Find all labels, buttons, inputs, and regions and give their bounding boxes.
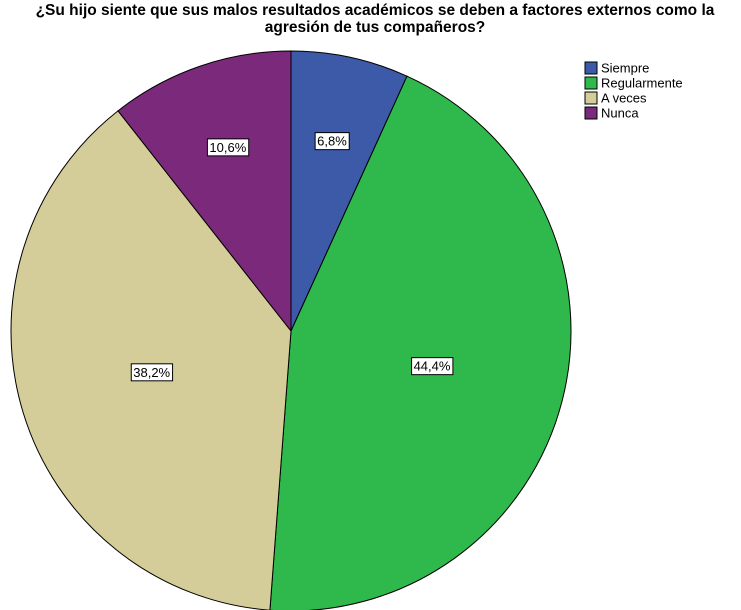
data-label-box: [130, 363, 174, 382]
data-label-box: [206, 138, 250, 157]
legend-swatch: [584, 91, 598, 105]
data-label-box: [314, 132, 350, 151]
pie-slice: [10, 110, 292, 610]
legend-label: Nunca: [601, 105, 639, 120]
legend-label: Regularmente: [601, 75, 683, 90]
pie-slice: [269, 75, 572, 610]
legend-label: A veces: [601, 90, 647, 105]
data-label: 6,8%: [317, 134, 347, 149]
legend-label: Siempre: [601, 60, 649, 75]
legend-swatch: [584, 106, 598, 120]
chart-title: ¿Su hijo siente que sus malos resultados…: [35, 2, 715, 36]
legend-swatch: [584, 76, 598, 90]
pie-slice: [290, 50, 408, 332]
pie-slice: [117, 50, 292, 333]
data-label: 38,2%: [133, 365, 170, 380]
data-label: 44,4%: [414, 359, 451, 374]
data-label-box: [411, 357, 454, 376]
data-label: 10,6%: [209, 140, 246, 155]
legend-swatch: [584, 61, 598, 75]
